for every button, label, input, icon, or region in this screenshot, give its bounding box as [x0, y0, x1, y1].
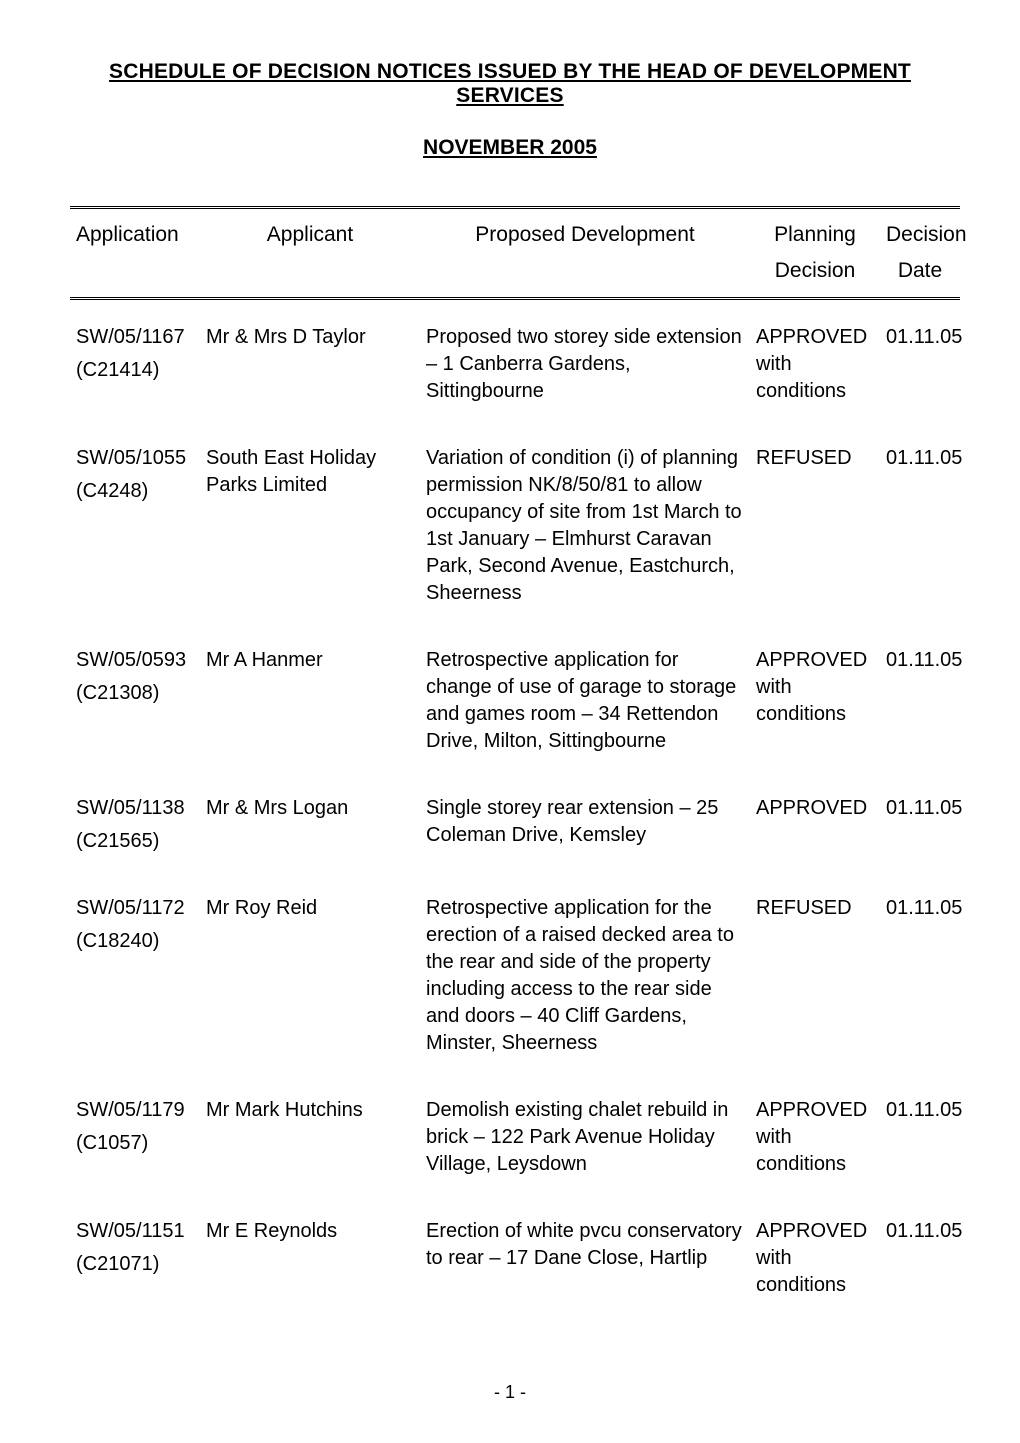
col-planning: Planning Decision	[750, 208, 880, 299]
cell-date: 01.11.05	[880, 875, 960, 1077]
table-row: SW/05/0593 (C21308)Mr A HanmerRetrospecti…	[70, 627, 960, 775]
cell-application: SW/05/1179 (C1057)	[70, 1077, 200, 1198]
cell-application: SW/05/1172 (C18240)	[70, 875, 200, 1077]
page-subtitle: NOVEMBER 2005	[70, 136, 950, 160]
col-decision-sublabel: Date	[886, 259, 954, 283]
cell-planning: REFUSED	[750, 425, 880, 627]
cell-date: 01.11.05	[880, 1077, 960, 1198]
application-number: SW/05/1151	[76, 1220, 185, 1242]
application-number: SW/05/0593	[76, 649, 186, 671]
cell-applicant: Mr Mark Hutchins	[200, 1077, 420, 1198]
table-row: SW/05/1179 (C1057)Mr Mark HutchinsDemolis…	[70, 1077, 960, 1198]
application-ref: (C21565)	[76, 828, 194, 855]
application-number: SW/05/1055	[76, 447, 186, 469]
application-number: SW/05/1167	[76, 326, 185, 348]
cell-applicant: Mr A Hanmer	[200, 627, 420, 775]
cell-planning: APPROVED with conditions	[750, 1198, 880, 1319]
table-row: SW/05/1055 (C4248)South East Holiday Park…	[70, 425, 960, 627]
cell-applicant: Mr Roy Reid	[200, 875, 420, 1077]
cell-application: SW/05/1055 (C4248)	[70, 425, 200, 627]
col-applicant: Applicant	[200, 208, 420, 299]
application-ref: (C21071)	[76, 1251, 194, 1278]
col-proposed: Proposed Development	[420, 208, 750, 299]
cell-date: 01.11.05	[880, 299, 960, 426]
page: SCHEDULE OF DECISION NOTICES ISSUED BY T…	[0, 0, 1020, 1443]
col-decision-label: Decision	[886, 223, 967, 246]
cell-date: 01.11.05	[880, 627, 960, 775]
cell-planning: APPROVED with conditions	[750, 1077, 880, 1198]
cell-proposed: Erection of white pvcu conservatory to r…	[420, 1198, 750, 1319]
cell-proposed: Retrospective application for change of …	[420, 627, 750, 775]
application-ref: (C4248)	[76, 478, 194, 505]
cell-proposed: Variation of condition (i) of planning p…	[420, 425, 750, 627]
cell-applicant: Mr E Reynolds	[200, 1198, 420, 1319]
cell-planning: APPROVED with conditions	[750, 627, 880, 775]
application-ref: (C18240)	[76, 928, 194, 955]
cell-planning: APPROVED with conditions	[750, 299, 880, 426]
col-decision: Decision Date	[880, 208, 960, 299]
table-row: SW/05/1138 (C21565)Mr & Mrs LoganSingle s…	[70, 775, 960, 875]
cell-application: SW/05/1151 (C21071)	[70, 1198, 200, 1319]
page-title: SCHEDULE OF DECISION NOTICES ISSUED BY T…	[70, 60, 950, 108]
application-ref: (C1057)	[76, 1130, 194, 1157]
cell-applicant: Mr & Mrs Logan	[200, 775, 420, 875]
cell-application: SW/05/1167 (C21414)	[70, 299, 200, 426]
col-planning-label: Planning	[774, 223, 856, 246]
cell-planning: APPROVED	[750, 775, 880, 875]
col-planning-sublabel: Decision	[756, 259, 874, 283]
application-ref: (C21414)	[76, 357, 194, 384]
cell-proposed: Single storey rear extension – 25 Colema…	[420, 775, 750, 875]
cell-date: 01.11.05	[880, 775, 960, 875]
cell-date: 01.11.05	[880, 1198, 960, 1319]
col-application: Application	[70, 208, 200, 299]
cell-application: SW/05/1138 (C21565)	[70, 775, 200, 875]
cell-planning: REFUSED	[750, 875, 880, 1077]
table-row: SW/05/1167 (C21414)Mr & Mrs D TaylorPropo…	[70, 299, 960, 426]
table-row: SW/05/1151 (C21071)Mr E ReynoldsErection …	[70, 1198, 960, 1319]
table-body: SW/05/1167 (C21414)Mr & Mrs D TaylorPropo…	[70, 299, 960, 1320]
cell-proposed: Demolish existing chalet rebuild in bric…	[420, 1077, 750, 1198]
page-number: - 1 -	[0, 1382, 1020, 1403]
application-ref: (C21308)	[76, 680, 194, 707]
cell-proposed: Retrospective application for the erecti…	[420, 875, 750, 1077]
application-number: SW/05/1138	[76, 797, 185, 819]
table-header-row: Application Applicant Proposed Developme…	[70, 208, 960, 299]
cell-proposed: Proposed two storey side extension – 1 C…	[420, 299, 750, 426]
application-number: SW/05/1179	[76, 1099, 185, 1121]
decisions-table: Application Applicant Proposed Developme…	[70, 206, 960, 1319]
cell-applicant: Mr & Mrs D Taylor	[200, 299, 420, 426]
cell-date: 01.11.05	[880, 425, 960, 627]
cell-application: SW/05/0593 (C21308)	[70, 627, 200, 775]
cell-applicant: South East Holiday Parks Limited	[200, 425, 420, 627]
table-row: SW/05/1172 (C18240)Mr Roy ReidRetrospecti…	[70, 875, 960, 1077]
application-number: SW/05/1172	[76, 897, 185, 919]
